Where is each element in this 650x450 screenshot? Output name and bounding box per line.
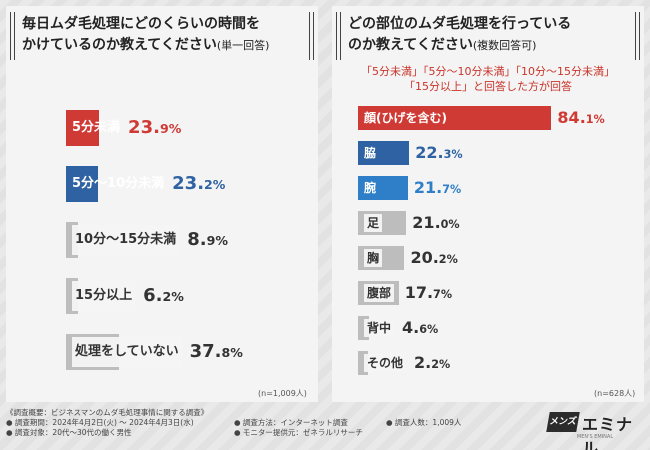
bar-label: 10分〜15分未満 xyxy=(72,225,180,255)
bar-value: 17.7% xyxy=(404,283,453,302)
bar-label: 腹部 xyxy=(364,284,395,302)
bar-value: 21.7% xyxy=(413,178,462,197)
bar-label: 処理をしていない xyxy=(72,337,182,367)
survey-period: ● 調査期間：2024年4月2日(火) 〜 2024年4月3日(水) xyxy=(6,418,194,427)
right-sample-size: (n=628人) xyxy=(594,389,636,398)
bar xyxy=(358,176,408,200)
bar-value: 8.9% xyxy=(187,229,228,250)
bar-label: 背中 xyxy=(364,319,395,337)
bar-label: 胸 xyxy=(364,249,383,267)
bar-label: 足 xyxy=(364,214,383,232)
bar-value: 6.2% xyxy=(143,285,184,306)
left-title-line2: かけているのか教えてください xyxy=(22,37,217,53)
bar-label: 脇 xyxy=(364,146,377,160)
logo-badge: メンズ xyxy=(546,412,580,432)
brand-logo: メンズ エミナル MEN'S EMINAL xyxy=(546,410,642,450)
left-panel: 毎日ムダ毛処理にどのくらいの時間を かけているのか教えてください(単一回答) 5… xyxy=(6,6,318,402)
bar-label: 5分未満 xyxy=(72,120,121,135)
bar xyxy=(66,166,99,202)
survey-target: ● 調査対象：20代〜30代の働く男性 xyxy=(6,428,132,437)
survey-method: ● 調査方法：インターネット調査 xyxy=(234,418,348,427)
bar-label: その他 xyxy=(364,354,407,372)
logo-subtitle: MEN'S EMINAL xyxy=(576,434,614,440)
right-bracket-decoration xyxy=(635,12,640,60)
bar xyxy=(66,110,100,146)
left-question-header: 毎日ムダ毛処理にどのくらいの時間を かけているのか教えてください(単一回答) xyxy=(6,6,318,66)
bar xyxy=(358,141,410,165)
bar-value: 23.2% xyxy=(172,173,226,194)
right-title-suffix: (複数回答可) xyxy=(472,39,537,52)
left-sample-size: (n=1,009人) xyxy=(258,389,307,398)
bar-label: 5分〜10分未満 xyxy=(72,176,165,191)
bar-value: 84.1% xyxy=(557,108,605,127)
bar xyxy=(358,106,552,130)
right-question-title: どの部位のムダ毛処理を行っている のか教えてください(複数回答可) xyxy=(348,14,632,56)
bar xyxy=(358,316,369,340)
condition-line1: 「5分未満」「5分〜10分未満」「10分〜15分未満」 xyxy=(361,65,615,78)
left-question-title: 毎日ムダ毛処理にどのくらいの時間を かけているのか教えてください(単一回答) xyxy=(22,14,306,56)
bar-label: 腕 xyxy=(364,181,377,195)
bar xyxy=(358,351,368,375)
right-question-header: どの部位のムダ毛処理を行っている のか教えてください(複数回答可) xyxy=(332,6,644,66)
left-title-suffix: (単一回答) xyxy=(216,39,270,52)
bar-label: 顔(ひげを含む) xyxy=(364,111,447,125)
survey-footer: 《調査概要：ビジネスマンのムダ毛処理事情に関する調査》 ● 調査期間：2024年… xyxy=(6,408,526,448)
logo-name: エミナル xyxy=(582,415,634,450)
bar-value: 23.9% xyxy=(128,117,182,138)
survey-monitor: ● モニター提供元：ゼネラルリサーチ xyxy=(234,428,363,437)
bar-label: 15分以上 xyxy=(72,281,136,311)
bar-value: 4.6% xyxy=(402,318,439,337)
right-title-line2: のか教えてください xyxy=(348,37,473,53)
bar-value: 37.8% xyxy=(189,341,243,362)
right-panel: どの部位のムダ毛処理を行っている のか教えてください(複数回答可) 「5分未満」… xyxy=(332,6,644,402)
bar-value: 20.2% xyxy=(410,248,458,267)
condition-line2: 「15分以上」と回答した方が回答 xyxy=(404,80,572,93)
left-title-line1: 毎日ムダ毛処理にどのくらいの時間を xyxy=(22,16,260,32)
left-bracket-decoration xyxy=(336,12,341,60)
bar-value: 2.2% xyxy=(414,353,451,372)
right-bracket-decoration xyxy=(309,12,314,60)
right-title-line1: どの部位のムダ毛処理を行っている xyxy=(348,16,572,32)
left-bracket-decoration xyxy=(10,12,15,60)
survey-summary: 《調査概要：ビジネスマンのムダ毛処理事情に関する調査》 xyxy=(6,408,209,417)
bar-value: 22.3% xyxy=(415,143,463,162)
survey-count: ● 調査人数：1,009人 xyxy=(386,418,462,427)
bar-value: 21.0% xyxy=(412,213,460,232)
